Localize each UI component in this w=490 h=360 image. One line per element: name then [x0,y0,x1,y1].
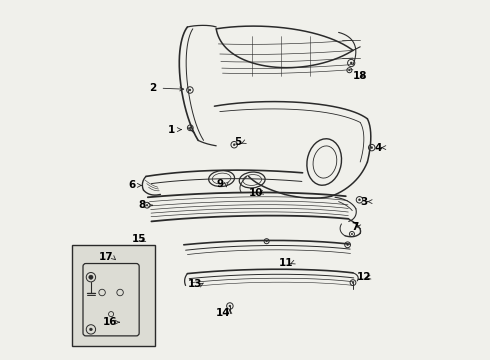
Text: 5: 5 [234,137,242,147]
Text: 6: 6 [128,180,135,190]
Circle shape [347,244,348,246]
Text: 14: 14 [216,308,231,318]
Circle shape [89,275,93,279]
Text: 2: 2 [149,83,157,93]
FancyBboxPatch shape [72,245,155,346]
Text: 1: 1 [168,125,175,135]
Text: 15: 15 [131,234,146,244]
Text: 10: 10 [248,188,263,198]
Text: 17: 17 [99,252,114,262]
Text: 13: 13 [187,279,202,289]
Circle shape [146,204,148,206]
Circle shape [90,328,92,331]
Circle shape [190,127,191,129]
Circle shape [233,144,235,146]
Circle shape [229,305,231,307]
Circle shape [349,69,350,71]
Circle shape [359,199,361,201]
Circle shape [189,89,191,91]
Text: 16: 16 [103,317,117,327]
Text: 8: 8 [139,200,146,210]
Text: 9: 9 [216,179,223,189]
Circle shape [266,240,268,242]
Circle shape [350,62,352,64]
Text: 3: 3 [360,197,368,207]
Text: 7: 7 [351,222,359,232]
Text: 4: 4 [374,143,382,153]
Circle shape [351,233,353,235]
Text: 18: 18 [353,71,368,81]
Text: 11: 11 [279,258,294,268]
Text: 12: 12 [357,272,371,282]
Circle shape [371,147,373,149]
Circle shape [352,282,354,283]
